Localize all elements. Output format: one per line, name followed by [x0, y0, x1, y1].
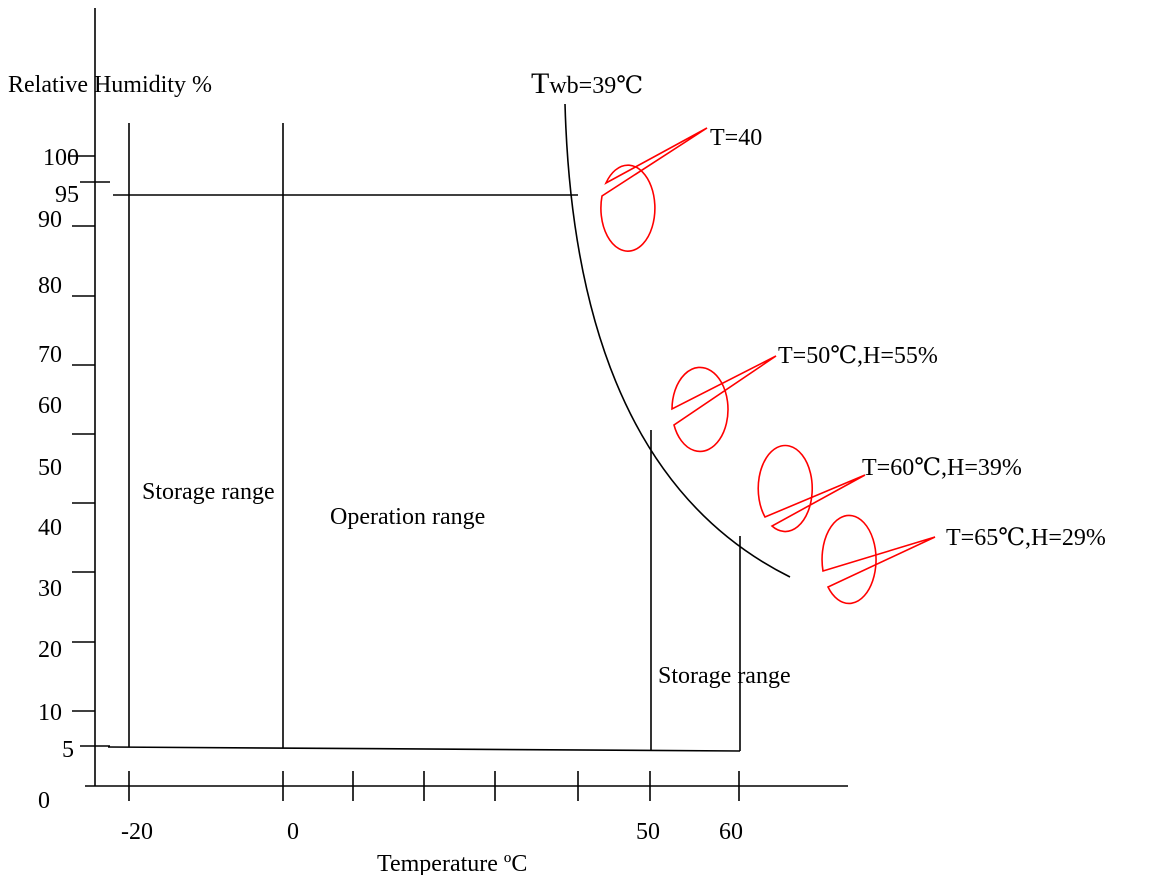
x-axis-label: Temperature ºC	[377, 851, 527, 875]
y-tick-label-50: 50	[38, 455, 62, 481]
wet-bulb-label-main: T	[531, 67, 549, 100]
callout-label-60: T=60℃,H=39%	[862, 455, 1022, 481]
y-tick-label-0: 0	[38, 788, 50, 814]
y-axis-label: Relative Humidity %	[8, 72, 212, 98]
axes	[85, 8, 848, 787]
y-tick-label-100: 100	[43, 145, 79, 171]
callout-shape-50	[671, 355, 777, 453]
wet-bulb-label-sub: wb	[549, 73, 578, 99]
callout-shape-40	[600, 127, 708, 252]
region-labels: Storage range Operation range Storage ra…	[142, 479, 791, 689]
x-tick-label-0: 0	[287, 819, 299, 845]
region-label-operation: Operation range	[330, 504, 485, 530]
callout-shape-65	[821, 514, 936, 605]
x-tick-labels: -20 0 50 60	[121, 819, 743, 845]
x-tick-label-neg20: -20	[121, 819, 153, 845]
callout-label-65: T=65℃,H=29%	[946, 525, 1106, 551]
callouts: T=40 T=50℃,H=55% T=60℃,H=39% T=65℃,H=29%	[600, 125, 1106, 605]
callout-label-40: T=40	[710, 125, 762, 151]
y-tick-label-5: 5	[62, 737, 74, 763]
wet-bulb-label-rest: =39℃	[579, 73, 643, 99]
x-tick-label-60: 60	[719, 819, 743, 845]
callout-shape-60	[757, 444, 866, 533]
region-label-storage-left: Storage range	[142, 479, 275, 505]
boundary-bottom-5	[107, 746, 741, 752]
y-tick-label-20: 20	[38, 637, 62, 663]
y-tick-label-90: 90	[38, 207, 62, 233]
y-tick-label-40: 40	[38, 515, 62, 541]
y-tick-label-95: 95	[55, 182, 79, 208]
y-tick-label-30: 30	[38, 576, 62, 602]
wet-bulb-label: Twb=39℃	[531, 67, 643, 100]
callout-label-50: T=50℃,H=55%	[778, 343, 938, 369]
wet-bulb-curve	[564, 103, 791, 578]
y-tick-label-10: 10	[38, 700, 62, 726]
y-tick-label-80: 80	[38, 273, 62, 299]
region-label-storage-right: Storage range	[658, 663, 791, 689]
y-tick-label-70: 70	[38, 342, 62, 368]
region-boundaries	[107, 123, 741, 752]
x-tick-label-50: 50	[636, 819, 660, 845]
x-ticks	[128, 771, 740, 801]
y-ticks: 100 95 90 80 70 60 50 40 30 20 10 5 0	[38, 145, 110, 814]
y-tick-label-60: 60	[38, 393, 62, 419]
